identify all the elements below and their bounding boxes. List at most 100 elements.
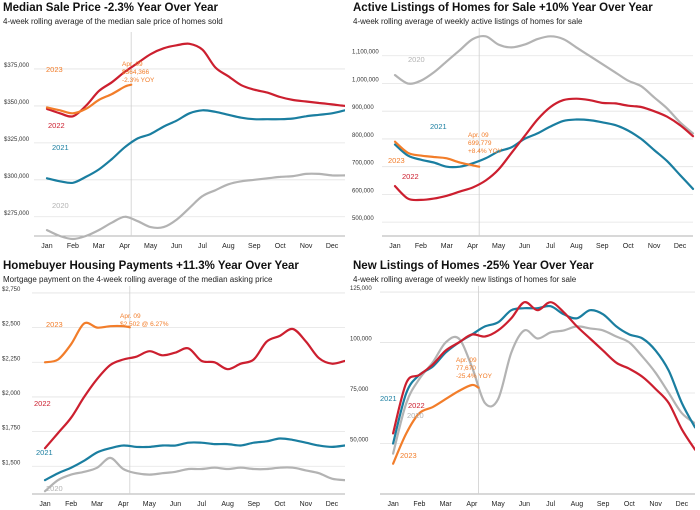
series-line-2022 bbox=[45, 42, 345, 118]
series-line-2023 bbox=[392, 383, 480, 465]
y-tick-label: $275,000 bbox=[4, 211, 30, 217]
x-tick-label: Aug bbox=[222, 243, 235, 250]
x-tick-label: Dec bbox=[326, 243, 339, 250]
y-tick-label: 900,000 bbox=[352, 105, 374, 111]
y-tick-label: 700,000 bbox=[352, 161, 374, 167]
x-tick-label: Sep bbox=[247, 501, 260, 508]
x-tick-label: Feb bbox=[413, 501, 425, 508]
y-tick-label: $1,500 bbox=[2, 460, 21, 466]
series-label-2021: 2021 bbox=[52, 143, 69, 152]
annotation-text: Apr. 09 bbox=[122, 61, 143, 68]
y-tick-label: 1,100,000 bbox=[352, 50, 379, 56]
x-tick-label: Aug bbox=[570, 243, 583, 250]
chart-title: Active Listings of Homes for Sale +10% Y… bbox=[353, 2, 653, 14]
y-tick-label: $2,250 bbox=[2, 356, 21, 362]
series-line-2020 bbox=[393, 34, 695, 135]
x-tick-label: Oct bbox=[274, 501, 285, 508]
series-label-2022: 2022 bbox=[408, 401, 425, 410]
x-tick-label: Sep bbox=[596, 243, 609, 250]
annotation-text: 77,670 bbox=[456, 365, 476, 372]
y-tick-label: $1,750 bbox=[2, 426, 21, 432]
chart-median-sale-price: $275,000 $300,000 $325,000 $350,000 $375,000… bbox=[4, 32, 345, 250]
x-tick-label: Jun bbox=[171, 243, 182, 250]
annotation-text: Apr. 09 bbox=[468, 132, 489, 139]
x-tick-label: Jul bbox=[546, 501, 555, 508]
annotation-text: Apr. 09 bbox=[120, 313, 141, 320]
x-tick-label: Jan bbox=[389, 243, 400, 250]
series-line-2020 bbox=[43, 456, 345, 493]
chart-panel-median-sale-price: Median Sale Price -2.3% Year Over Year 4… bbox=[0, 0, 345, 252]
series-line-2021 bbox=[393, 118, 695, 190]
y-tick-label: 125,000 bbox=[350, 286, 372, 292]
series-line-2023 bbox=[393, 140, 481, 168]
x-tick-label: Jun bbox=[519, 501, 530, 508]
x-tick-label: Dec bbox=[326, 501, 339, 508]
annotation-text: $364,366 bbox=[122, 69, 149, 76]
y-tick-label: $2,750 bbox=[2, 287, 21, 293]
series-line-2021 bbox=[43, 437, 345, 482]
x-tick-label: Jun bbox=[170, 501, 181, 508]
x-tick-label: Apr bbox=[119, 243, 131, 250]
y-tick-label: $325,000 bbox=[4, 137, 30, 143]
x-tick-label: Aug bbox=[571, 501, 584, 508]
series-line-2020 bbox=[392, 325, 695, 455]
y-tick-label: $2,000 bbox=[2, 391, 21, 397]
series-label-2021: 2021 bbox=[36, 448, 53, 457]
x-tick-label: Mar bbox=[91, 501, 104, 508]
chart-panel-housing-payments: Homebuyer Housing Payments +11.3% Year O… bbox=[0, 258, 345, 510]
chart-active-listings: 500,000 600,000 700,000 800,000 900,000 1,000… bbox=[352, 28, 695, 250]
chart-subtitle: 4-week rolling average of weekly new lis… bbox=[353, 275, 577, 284]
series-label-2020: 2020 bbox=[408, 55, 425, 64]
x-tick-label: Mar bbox=[93, 243, 106, 250]
series-line-2020 bbox=[45, 172, 345, 241]
series-label-2022: 2022 bbox=[34, 399, 51, 408]
x-tick-label: Nov bbox=[300, 501, 313, 508]
chart-title: Median Sale Price -2.3% Year Over Year bbox=[3, 2, 219, 14]
series-label-2020: 2020 bbox=[52, 201, 69, 210]
x-tick-label: Nov bbox=[300, 243, 313, 250]
x-tick-label: May bbox=[492, 501, 506, 508]
x-tick-label: Jul bbox=[546, 243, 555, 250]
series-label-2021: 2021 bbox=[430, 122, 447, 131]
annotation-text: Apr. 09 bbox=[456, 357, 477, 364]
annotation-text: $2,502 @ 6.27% bbox=[120, 321, 169, 328]
x-tick-label: Aug bbox=[221, 501, 234, 508]
chart-panel-new-listings: New Listings of Homes -25% Year Over Yea… bbox=[350, 258, 695, 510]
y-tick-label: 600,000 bbox=[352, 188, 374, 194]
series-label-2022: 2022 bbox=[402, 172, 419, 181]
series-label-2023: 2023 bbox=[46, 65, 63, 74]
y-tick-label: $350,000 bbox=[4, 100, 30, 106]
series-line-2023 bbox=[45, 83, 133, 115]
series-label-2021: 2021 bbox=[380, 394, 397, 403]
series-label-2020: 2020 bbox=[407, 411, 424, 420]
chart-title: Homebuyer Housing Payments +11.3% Year O… bbox=[3, 260, 299, 272]
series-line-2022 bbox=[43, 327, 345, 450]
y-tick-label: 1,000,000 bbox=[352, 77, 379, 83]
x-tick-label: Jan bbox=[387, 501, 398, 508]
series-line-2022 bbox=[392, 301, 695, 451]
chart-subtitle: 4-week rolling average of the median sal… bbox=[3, 17, 223, 26]
chart-new-listings: 50,000 75,000 100,000 125,000 Jan Feb Mar Apr Ma… bbox=[350, 286, 695, 508]
annotation-text: 699,779 bbox=[468, 140, 492, 147]
series-label-2020: 2020 bbox=[46, 484, 63, 493]
x-tick-label: Nov bbox=[649, 501, 662, 508]
series-line-2021 bbox=[392, 304, 695, 445]
x-tick-label: Mar bbox=[440, 501, 453, 508]
series-label-2023: 2023 bbox=[388, 156, 405, 165]
x-tick-label: May bbox=[492, 243, 506, 250]
x-tick-label: Jun bbox=[519, 243, 530, 250]
x-tick-label: Jan bbox=[41, 243, 52, 250]
x-tick-label: Mar bbox=[441, 243, 454, 250]
x-tick-label: Jan bbox=[39, 501, 50, 508]
chart-housing-payments: $1,500 $1,750 $2,000 $2,250 $2,500 $2,750 Jan F… bbox=[2, 286, 345, 508]
x-tick-label: May bbox=[144, 243, 158, 250]
x-tick-label: Apr bbox=[118, 501, 130, 508]
x-tick-label: Oct bbox=[623, 243, 634, 250]
x-tick-label: Sep bbox=[597, 501, 610, 508]
x-tick-label: Dec bbox=[676, 501, 689, 508]
x-tick-label: Apr bbox=[466, 501, 478, 508]
y-tick-label: 100,000 bbox=[350, 337, 372, 343]
x-tick-label: Oct bbox=[275, 243, 286, 250]
annotation-text: -2.3% YOY bbox=[122, 77, 155, 84]
chart-subtitle: 4-week rolling average of weekly active … bbox=[353, 17, 583, 26]
